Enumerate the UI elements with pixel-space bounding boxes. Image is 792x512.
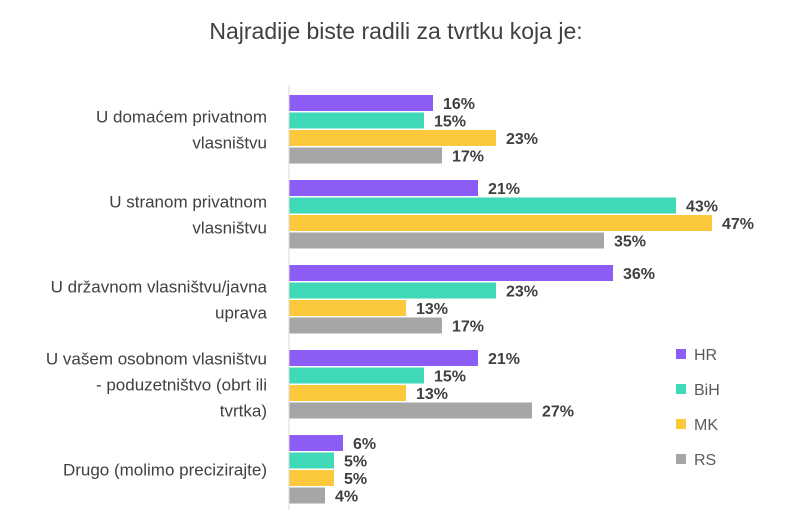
legend-swatch-hr	[676, 349, 686, 359]
chart-title: Najradije biste radili za tvrtku koja je…	[209, 18, 583, 44]
bar-mk-1	[289, 215, 712, 231]
category-label-line: tvrtka)	[220, 401, 267, 420]
bar-rs-3	[289, 402, 532, 419]
value-label-bih-2: 23%	[506, 284, 538, 301]
bar-hr-1	[289, 180, 478, 196]
category-label-1: U stranom privatnom vlasništvu	[109, 192, 267, 237]
category-label-line: vlasništvu	[192, 218, 267, 237]
legend-swatch-mk	[676, 419, 686, 429]
value-label-mk-0: 23%	[506, 131, 538, 148]
category-label-line: U vašem osobnom vlasništvu	[46, 349, 267, 368]
legend: HR BiH MK RS	[676, 347, 720, 469]
bar-hr-2	[289, 265, 613, 281]
legend-label-hr: HR	[694, 347, 717, 364]
bar-bih-4	[289, 452, 334, 469]
value-label-hr-2: 36%	[623, 266, 655, 283]
legend-label-rs: RS	[694, 452, 716, 469]
bar-mk-3	[289, 385, 406, 401]
value-label-hr-1: 21%	[488, 181, 520, 198]
bar-hr-4	[289, 435, 343, 451]
category-label-line: vlasništvu	[192, 133, 267, 152]
value-label-mk-4: 5%	[344, 471, 367, 488]
category-label-line: U domaćem privatnom	[96, 107, 267, 126]
category-label-line: U stranom privatnom	[109, 192, 267, 211]
bar-bih-0	[289, 112, 424, 129]
bar-mk-4	[289, 470, 334, 486]
category-label-line: U državnom vlasništvu/javna	[51, 277, 268, 296]
value-label-hr-0: 16%	[443, 96, 475, 113]
value-label-hr-3: 21%	[488, 351, 520, 368]
bar-mk-0	[289, 130, 496, 146]
category-label-2: U državnom vlasništvu/javna uprava	[51, 277, 268, 322]
bar-bih-2	[289, 282, 496, 299]
category-label-0: U domaćem privatnom vlasništvu	[96, 107, 267, 152]
bar-bih-1	[289, 197, 676, 214]
value-label-rs-1: 35%	[614, 234, 646, 251]
value-label-mk-2: 13%	[416, 301, 448, 318]
value-label-rs-0: 17%	[452, 149, 484, 166]
value-label-mk-1: 47%	[722, 216, 754, 233]
bar-bih-3	[289, 367, 424, 384]
legend-swatch-rs	[676, 454, 686, 464]
value-label-bih-1: 43%	[686, 199, 718, 216]
value-label-bih-3: 15%	[434, 369, 466, 386]
bar-rs-4	[289, 487, 325, 504]
bar-hr-0	[289, 95, 433, 111]
category-label-line: Drugo (molimo precizirajte)	[63, 460, 267, 479]
bar-rs-1	[289, 232, 604, 249]
bar-hr-3	[289, 350, 478, 366]
bars-layer	[289, 95, 712, 504]
value-label-bih-4: 5%	[344, 454, 367, 471]
bar-rs-2	[289, 317, 442, 334]
category-label-line: uprava	[215, 303, 268, 322]
category-label-3: U vašem osobnom vlasništvu - poduzetništv…	[46, 349, 267, 420]
legend-swatch-bih	[676, 384, 686, 394]
category-label-4: Drugo (molimo precizirajte)	[63, 460, 267, 479]
legend-label-mk: MK	[694, 417, 718, 434]
value-labels: 16%15%23%17%21%43%47%35%36%23%13%17%21%1…	[335, 96, 754, 506]
value-label-rs-4: 4%	[335, 489, 358, 506]
value-label-rs-3: 27%	[542, 404, 574, 421]
value-label-hr-4: 6%	[353, 436, 376, 453]
value-label-rs-2: 17%	[452, 319, 484, 336]
bar-mk-2	[289, 300, 406, 316]
bar-rs-0	[289, 147, 442, 164]
value-label-mk-3: 13%	[416, 386, 448, 403]
legend-label-bih: BiH	[694, 382, 720, 399]
category-label-line: - poduzetništvo (obrt ili	[96, 375, 267, 394]
value-label-bih-0: 15%	[434, 114, 466, 131]
